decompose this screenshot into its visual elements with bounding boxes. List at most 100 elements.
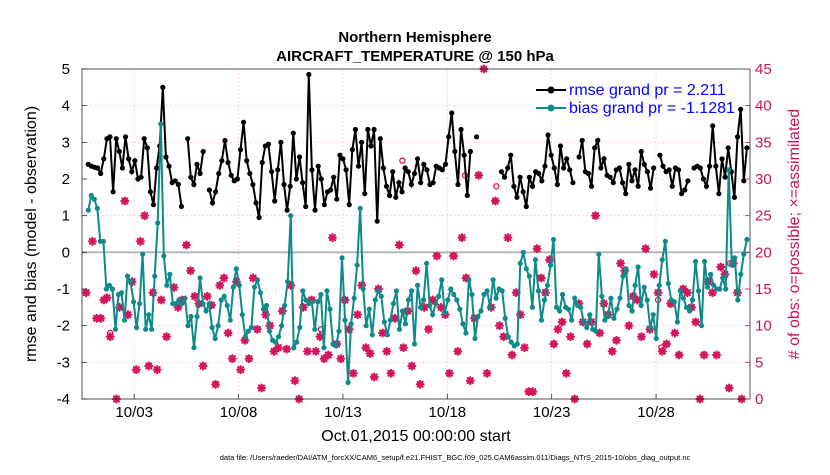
bias-point <box>372 297 378 303</box>
obs-assimilated-marker <box>553 324 563 334</box>
obs-assimilated-marker <box>202 291 212 301</box>
y-axis-label-right: # of obs: o=possible; ×=assimilated <box>786 109 803 359</box>
obs-assimilated-marker-stroke <box>103 294 111 302</box>
obs-assimilated-marker <box>657 346 667 356</box>
rmse-point <box>626 161 632 167</box>
bias-point <box>541 297 548 303</box>
obs-assimilated-marker <box>156 295 166 305</box>
bias-point <box>260 306 267 312</box>
obs-assimilated-marker <box>474 170 484 180</box>
bias-point <box>188 313 194 320</box>
rmse-point <box>340 156 346 162</box>
rmse-point <box>393 194 399 200</box>
bias-point <box>439 277 445 283</box>
obs-assimilated-marker-stroke <box>145 362 153 370</box>
rmse-point <box>666 167 672 173</box>
rmse-point <box>147 189 153 195</box>
y-tick-label-right: 40 <box>755 98 772 115</box>
rmse-point <box>744 145 750 151</box>
obs-assimilated-marker-stroke <box>562 369 570 377</box>
obs-assimilated-marker <box>591 211 601 221</box>
bias-point <box>683 304 690 310</box>
obs-assimilated-marker-stroke <box>245 355 253 363</box>
bias-point <box>686 308 693 314</box>
bias-point <box>408 288 415 294</box>
rmse-point <box>576 154 582 160</box>
bias-point <box>191 345 197 351</box>
bias-point <box>387 317 393 323</box>
obs-assimilated-marker <box>378 328 388 338</box>
obs-assimilated-marker-stroke <box>379 329 387 337</box>
rmse-point <box>349 147 355 153</box>
obs-assimilated-marker-stroke <box>303 347 311 355</box>
obs-assimilated-marker <box>482 368 492 378</box>
bias-point <box>318 291 324 298</box>
rmse-point <box>281 181 287 188</box>
rmse-point <box>579 137 585 144</box>
obs-assimilated-marker-stroke <box>274 344 282 352</box>
data-file-footnote: data file: /Users/raeder/DAI/ATM_forcXX/… <box>220 453 691 462</box>
rmse-point <box>321 202 327 208</box>
bias-point <box>121 317 128 323</box>
bias-point <box>698 323 705 329</box>
obs-assimilated-marker-stroke <box>433 252 441 260</box>
x-tick-label: 10/13 <box>324 404 362 421</box>
bias-point <box>481 291 487 298</box>
bias-point <box>381 319 387 325</box>
bias-point <box>602 317 608 323</box>
obs-assimilated-marker-stroke <box>257 384 266 392</box>
y-tick-label-right: 5 <box>755 354 763 371</box>
obs-assimilated-marker-stroke <box>554 325 562 333</box>
obs-assimilated-marker-stroke <box>82 289 90 297</box>
bias-point <box>336 328 342 334</box>
bias-point <box>339 255 345 261</box>
bias-point <box>608 295 614 301</box>
bias-point <box>587 312 593 318</box>
rmse-point <box>585 170 592 177</box>
bias-point <box>239 312 245 318</box>
bias-point <box>291 345 297 351</box>
obs-assimilated-marker <box>302 346 312 356</box>
obs-assimilated-marker <box>532 244 542 254</box>
rmse-point <box>194 161 200 167</box>
rmse-point <box>635 183 641 189</box>
y-tick-label-left: -3 <box>57 354 70 371</box>
rmse-point <box>113 136 119 142</box>
bias-point <box>233 266 239 272</box>
rmse-point <box>119 165 126 171</box>
obs-assimilated-marker-stroke <box>508 351 516 359</box>
bias-point <box>520 249 526 255</box>
bias-point <box>360 286 366 292</box>
bias-point <box>638 302 644 309</box>
rmse-point <box>616 165 623 171</box>
obs-assimilated-marker-stroke <box>420 303 428 311</box>
bias-point <box>708 271 714 277</box>
bias-point <box>103 286 109 292</box>
y-tick-label-left: -1 <box>57 281 70 298</box>
bias-point <box>227 317 233 323</box>
rmse-point <box>548 152 554 158</box>
obs-assimilated-marker <box>465 376 475 386</box>
rmse-point <box>160 84 166 90</box>
obs-assimilated-marker <box>87 236 97 246</box>
bias-point <box>493 295 499 301</box>
bias-point <box>547 262 554 268</box>
rmse-point <box>421 161 427 167</box>
rmse-point <box>697 165 703 171</box>
bias-point <box>411 341 418 347</box>
bias-point <box>85 207 91 213</box>
rmse-point <box>632 167 638 173</box>
obs-assimilated-marker-stroke <box>199 362 207 370</box>
y-tick-label-left: 3 <box>62 134 70 151</box>
bias-point <box>324 288 330 294</box>
obs-assimilated-marker-stroke <box>512 289 520 297</box>
bias-point <box>729 262 735 268</box>
rmse-point <box>163 154 169 160</box>
bias-point <box>517 260 523 266</box>
bias-point <box>351 295 357 301</box>
bias-point <box>206 301 212 307</box>
rmse-point <box>172 178 178 184</box>
rmse-point <box>660 163 666 169</box>
bias-point <box>143 326 149 332</box>
bias-point <box>279 323 285 329</box>
